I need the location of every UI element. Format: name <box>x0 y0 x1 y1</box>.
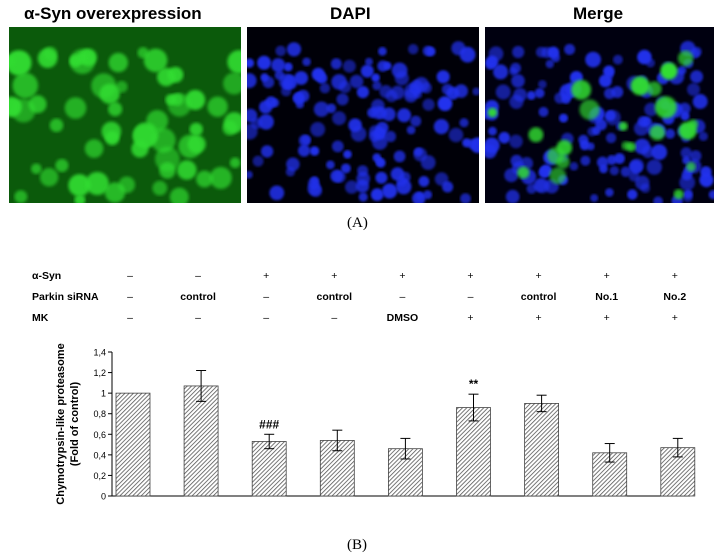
parkin-sirna-cell: – <box>467 291 474 303</box>
bar-3 <box>251 441 287 497</box>
y-tick-label: 1 <box>101 389 106 399</box>
bar-6 <box>456 407 491 497</box>
parkin-sirna-cell: – <box>127 291 133 303</box>
parkin-sirna-cell: No.2 <box>663 291 687 303</box>
parkin-sirna-cell: – <box>399 291 406 303</box>
error-bar-2 <box>196 370 207 402</box>
error-bar-7 <box>536 394 547 413</box>
error-bar-9 <box>672 437 683 458</box>
mk-cell: + <box>603 312 610 324</box>
y-tick-label: 0 <box>101 492 106 502</box>
alpha-syn-cell: + <box>603 270 610 282</box>
mk-cell: – <box>195 312 202 324</box>
mk-cell: – <box>127 312 133 324</box>
bar-1 <box>115 392 151 497</box>
alpha-syn-cell: – <box>195 270 202 282</box>
mk-cell: – <box>331 312 338 324</box>
error-bar-6 <box>468 393 479 422</box>
alpha-syn-cell: + <box>467 270 474 282</box>
error-bar-3 <box>264 433 275 450</box>
parkin-sirna-cell: – <box>263 291 270 303</box>
parkin-sirna-cell: control <box>520 291 557 303</box>
merge-title: Merge <box>573 4 624 23</box>
alpha-syn-cell: + <box>399 270 406 282</box>
mk-cell: – <box>263 312 270 324</box>
panel-b-caption: (B) <box>347 537 367 553</box>
mk-cell: DMSO <box>386 312 419 324</box>
parkin-sirna-cell: control <box>180 291 216 303</box>
mk-cell: + <box>535 312 542 324</box>
dapi-fluorescence-image <box>247 27 479 203</box>
alpha-syn-title: α-Syn overexpression <box>24 4 202 23</box>
bar-2 <box>183 385 219 497</box>
error-bar-8 <box>604 443 615 463</box>
parkin-sirna-row-label: Parkin siRNA <box>32 291 99 303</box>
panel-a-caption: (A) <box>347 215 368 231</box>
y-tick-label: 0,2 <box>93 471 106 481</box>
significance-annotation: ### <box>259 417 279 431</box>
mk-row-label: MK <box>32 312 49 324</box>
y-tick-label: 0,8 <box>93 409 106 419</box>
y-tick-label: 1,4 <box>93 348 106 358</box>
bar-7 <box>524 403 559 497</box>
parkin-sirna-cell: No.1 <box>595 291 619 303</box>
y-axis-label: (Fold of control) <box>69 382 81 467</box>
y-tick-label: 1,2 <box>93 368 106 378</box>
y-tick-label: 0,6 <box>93 430 106 440</box>
alpha-syn-cell: + <box>671 270 678 282</box>
parkin-sirna-cell: control <box>316 291 353 303</box>
error-bar-4 <box>332 429 343 452</box>
mk-cell: + <box>671 312 678 324</box>
y-axis-label: Chymotrypsin-like proteasome <box>55 343 67 504</box>
alpha-syn-cell: + <box>331 270 338 282</box>
significance-annotation: ** <box>469 377 479 391</box>
alpha-syn-cell: + <box>535 270 542 282</box>
green-fluorescence-image <box>9 27 241 203</box>
y-tick-label: 0,4 <box>93 450 106 460</box>
dapi-title: DAPI <box>330 4 371 23</box>
alpha-syn-cell: + <box>263 270 270 282</box>
alpha-syn-cell: – <box>127 270 133 282</box>
mk-cell: + <box>467 312 474 324</box>
alpha-syn-row-label: α-Syn <box>32 270 62 282</box>
merge-fluorescence-image <box>485 27 714 203</box>
error-bar-5 <box>400 437 411 460</box>
